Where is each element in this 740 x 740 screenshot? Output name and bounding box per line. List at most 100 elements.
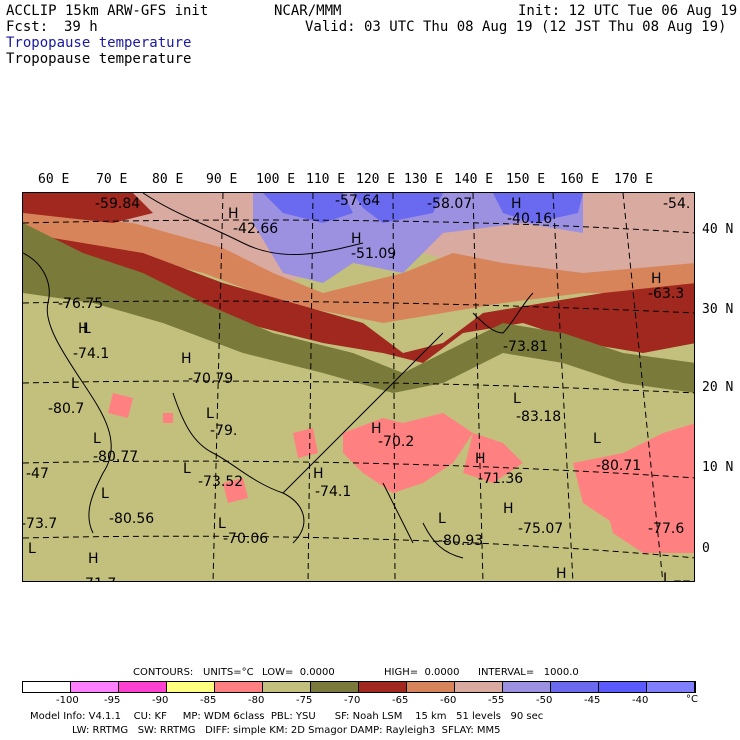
high-marker: H [651, 271, 662, 287]
low-marker: L [83, 321, 91, 337]
colorbar-swatch [551, 682, 599, 692]
colorbar-label-12: -40 [632, 695, 649, 706]
lon-label-9: 150 E [506, 172, 546, 187]
colorbar-swatch [647, 682, 695, 692]
field-title-black: Tropopause temperature [6, 51, 192, 67]
colorbar-label-11: -45 [584, 695, 601, 706]
band-minus45 [263, 193, 353, 223]
contours-units: UNITS=°C [203, 667, 254, 678]
band-minus65 [23, 193, 694, 363]
lat-label-0: 40 N [702, 222, 734, 237]
valid-time: Valid: 03 UTC Thu 08 Aug 19 (12 JST Thu … [305, 19, 727, 35]
value-label: -51.09 [351, 246, 396, 262]
colorbar-label-6: -70 [344, 695, 361, 706]
high-marker: H [511, 196, 522, 212]
contours-label: CONTOURS: [133, 667, 194, 678]
value-label: -75.07 [518, 521, 563, 537]
value-label: -83.18 [516, 409, 561, 425]
colorbar-label-9: -55 [488, 695, 505, 706]
map-annotations: HHHHHHHHHHHHLLLLLLLLLLLL-59.84-42.66-57.… [23, 193, 691, 582]
high-marker: H [503, 501, 514, 517]
lon-label-6: 120 E [356, 172, 396, 187]
colorbar-swatch [23, 682, 71, 692]
colorbar-swatch [215, 682, 263, 692]
value-label: -80.56 [109, 511, 154, 527]
low-marker: L [593, 431, 601, 447]
fcst-label: Fcst: [6, 19, 49, 35]
colorbar-swatch [119, 682, 167, 692]
band-minus45c [493, 193, 583, 223]
fcst-value: 39 h [64, 19, 98, 35]
high-marker: H [181, 351, 192, 367]
colorbar-swatch [407, 682, 455, 692]
band-minus70 [23, 223, 694, 393]
high-marker: H [475, 451, 486, 467]
value-label: -71.7 [80, 576, 116, 582]
value-label: -80.7 [48, 401, 84, 417]
value-label: -40.16 [507, 211, 552, 227]
high-marker: H [556, 566, 567, 582]
value-label: -71.36 [478, 471, 523, 487]
graticule [23, 193, 694, 581]
lon-label-8: 140 E [454, 172, 494, 187]
colorbar-label-0: -100 [56, 695, 79, 706]
value-label: -47 [26, 466, 49, 482]
colorbar-label-8: -60 [440, 695, 457, 706]
value-label: -63.3 [648, 286, 684, 302]
value-label: -73.52 [198, 474, 243, 490]
model-info-line1: Model Info: V4.1.1 CU: KF MP: WDM 6class… [30, 711, 544, 722]
value-label: -77 [668, 579, 691, 582]
colorbar-label-3: -85 [200, 695, 217, 706]
value-label: -73.7 [23, 516, 57, 532]
value-label: -57.64 [335, 193, 380, 209]
value-label: -59.84 [95, 196, 140, 212]
value-label: -70.2 [378, 434, 414, 450]
high-marker: H [228, 206, 239, 222]
value-label: -80.93 [438, 533, 483, 549]
lon-label-10: 160 E [560, 172, 600, 187]
band-minus45b [353, 193, 443, 223]
value-label: -76.75 [58, 296, 103, 312]
lon-label-3: 90 E [206, 172, 238, 187]
value-label: -80.71 [596, 458, 641, 474]
colorbar-swatch [167, 682, 215, 692]
high-marker: H [88, 551, 99, 567]
value-label: -79. [210, 423, 237, 439]
value-label: -70.79 [188, 371, 233, 387]
low-marker: L [101, 486, 109, 502]
colorbar-swatch [71, 682, 119, 692]
coastlines [23, 193, 534, 559]
low-marker: L [71, 376, 79, 392]
value-label: -73.81 [503, 339, 548, 355]
high-marker: H [371, 421, 382, 437]
lon-label-1: 70 E [96, 172, 128, 187]
colorbar-label-1: -95 [104, 695, 121, 706]
lon-label-4: 100 E [256, 172, 296, 187]
contours-high: HIGH= 0.0000 [384, 667, 460, 678]
colorbar-swatch [503, 682, 551, 692]
colorbar-swatch [599, 682, 647, 692]
colorbar-swatch [311, 682, 359, 692]
colorbar-label-10: -50 [536, 695, 553, 706]
low-marker: L [28, 541, 36, 557]
low-marker: L [183, 461, 191, 477]
lat-label-4: 0 [702, 541, 710, 556]
value-label: -77.6 [648, 521, 684, 537]
low-marker: L [206, 406, 214, 422]
colorbar-label-13: °C [686, 694, 698, 705]
colorbar-label-5: -75 [296, 695, 313, 706]
lon-label-5: 110 E [306, 172, 346, 187]
low-marker: L [438, 511, 446, 527]
colorbar-label-2: -90 [152, 695, 169, 706]
lon-label-7: 130 E [404, 172, 444, 187]
high-marker: H [313, 466, 324, 482]
map-svg: HHHHHHHHHHHHLLLLLLLLLLLL-59.84-42.66-57.… [23, 193, 694, 582]
value-label: -54. [663, 196, 690, 212]
colorbar-swatch [359, 682, 407, 692]
lon-label-11: 170 E [614, 172, 654, 187]
value-label: -42.66 [233, 221, 278, 237]
value-label: -74.1 [315, 484, 351, 500]
colorbar [22, 681, 696, 693]
colorbar-label-7: -65 [392, 695, 409, 706]
model-info-line2: LW: RRTMG SW: RRTMG DIFF: simple KM: 2D … [72, 725, 501, 736]
